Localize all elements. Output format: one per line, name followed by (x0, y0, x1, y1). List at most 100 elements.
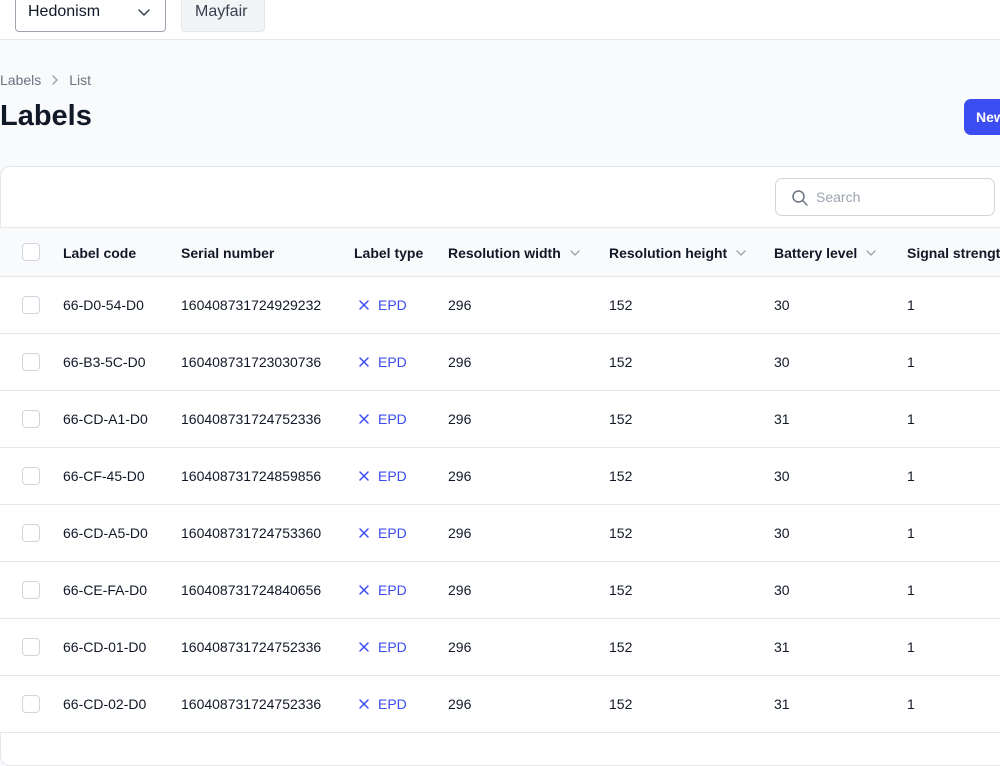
cell-resolution-width: 296 (448, 411, 472, 427)
row-checkbox[interactable] (22, 581, 40, 599)
cell-battery-level: 30 (774, 468, 790, 484)
table-row[interactable]: 66-CD-02-D0 160408731724752336 EPD 296 152 31… (0, 676, 1000, 733)
label-type-text: EPD (378, 297, 407, 313)
column-header-label-code[interactable]: Label code (63, 245, 136, 261)
cell-serial-number: 160408731723030736 (181, 354, 322, 370)
label-type-text: EPD (378, 354, 407, 370)
cell-signal-strength: 1 (907, 582, 915, 598)
organization-select-value: Hedonism (28, 3, 101, 20)
cell-label-type: EPD (358, 582, 407, 598)
search-box[interactable] (775, 178, 995, 216)
cell-serial-number: 160408731724752336 (181, 639, 322, 655)
column-header-battery-level[interactable]: Battery level (774, 245, 877, 261)
column-header-resolution-width[interactable]: Resolution width (448, 245, 581, 261)
label-type-text: EPD (378, 696, 407, 712)
cell-signal-strength: 1 (907, 354, 915, 370)
cell-label-type: EPD (358, 354, 407, 370)
cell-resolution-height: 152 (609, 639, 633, 655)
cell-label-code: 66-CD-A1-D0 (63, 411, 148, 427)
cell-battery-level: 30 (774, 354, 790, 370)
cell-serial-number: 160408731724929232 (181, 297, 322, 313)
breadcrumb-current: List (69, 72, 92, 88)
table-row[interactable]: 66-CD-01-D0 160408731724752336 EPD 296 152 31… (0, 619, 1000, 676)
cell-resolution-height: 152 (609, 696, 633, 712)
row-checkbox[interactable] (22, 467, 40, 485)
cell-resolution-width: 296 (448, 354, 472, 370)
cell-resolution-height: 152 (609, 525, 633, 541)
cell-serial-number: 160408731724752336 (181, 696, 322, 712)
cell-signal-strength: 1 (907, 297, 915, 313)
column-header-label: Signal strength (907, 245, 1000, 261)
cell-resolution-width: 296 (448, 582, 472, 598)
cell-resolution-width: 296 (448, 696, 472, 712)
cell-battery-level: 31 (774, 696, 790, 712)
table-row[interactable]: 66-CE-FA-D0 160408731724840656 EPD 296 152 30… (0, 562, 1000, 619)
cell-label-code: 66-CD-02-D0 (63, 696, 147, 712)
table-header: Label code Serial number Label type Reso… (0, 227, 1000, 277)
sort-chevron-down-icon[interactable] (865, 247, 877, 259)
cell-signal-strength: 1 (907, 411, 915, 427)
table-row[interactable]: 66-CF-45-D0 160408731724859856 EPD 296 152 30… (0, 448, 1000, 505)
chevron-right-icon (52, 75, 58, 85)
cell-label-code: 66-CD-01-D0 (63, 639, 147, 655)
table-row[interactable]: 66-D0-54-D0 160408731724929232 EPD 296 152 30… (0, 277, 1000, 334)
x-icon (359, 471, 369, 481)
x-icon (359, 642, 369, 652)
row-checkbox[interactable] (22, 524, 40, 542)
row-checkbox[interactable] (22, 296, 40, 314)
column-header-signal-strength[interactable]: Signal strength (907, 245, 1000, 261)
cell-resolution-height: 152 (609, 411, 633, 427)
cell-resolution-height: 152 (609, 582, 633, 598)
new-label-button[interactable]: New (964, 99, 1000, 135)
label-type-text: EPD (378, 468, 407, 484)
cell-battery-level: 31 (774, 639, 790, 655)
table-row[interactable]: 66-CD-A1-D0 160408731724752336 EPD 296 152 31… (0, 391, 1000, 448)
cell-resolution-width: 296 (448, 525, 472, 541)
sort-chevron-down-icon[interactable] (569, 247, 581, 259)
cell-signal-strength: 1 (907, 696, 915, 712)
cell-serial-number: 160408731724859856 (181, 468, 322, 484)
top-bar: Hedonism Mayfair (0, 0, 1000, 40)
row-checkbox[interactable] (22, 638, 40, 656)
cell-label-type: EPD (358, 297, 407, 313)
cell-serial-number: 160408731724752336 (181, 411, 322, 427)
cell-resolution-width: 296 (448, 639, 472, 655)
organization-select[interactable]: Hedonism (15, 0, 166, 32)
location-chip[interactable]: Mayfair (181, 0, 265, 32)
column-header-label: Serial number (181, 245, 275, 261)
table-row[interactable]: 66-B3-5C-D0 160408731723030736 EPD 296 152 30… (0, 334, 1000, 391)
cell-label-type: EPD (358, 639, 407, 655)
label-type-text: EPD (378, 582, 407, 598)
table-row[interactable]: 66-CD-A5-D0 160408731724753360 EPD 296 152 30… (0, 505, 1000, 562)
x-icon (359, 528, 369, 538)
cell-label-code: 66-CE-FA-D0 (63, 582, 148, 598)
sort-chevron-down-icon[interactable] (735, 247, 747, 259)
page-title: Labels (0, 100, 92, 132)
location-chip-label: Mayfair (195, 3, 248, 20)
label-type-text: EPD (378, 411, 407, 427)
cell-label-code: 66-D0-54-D0 (63, 297, 144, 313)
x-icon (359, 300, 369, 310)
search-icon (792, 190, 808, 206)
select-all-checkbox[interactable] (22, 243, 40, 261)
cell-label-type: EPD (358, 411, 407, 427)
cell-signal-strength: 1 (907, 639, 915, 655)
breadcrumb-link-labels[interactable]: Labels (0, 72, 42, 88)
cell-label-type: EPD (358, 468, 407, 484)
cell-battery-level: 30 (774, 525, 790, 541)
row-checkbox[interactable] (22, 695, 40, 713)
search-input[interactable] (816, 187, 986, 207)
column-header-label-type[interactable]: Label type (354, 245, 423, 261)
column-header-serial-number[interactable]: Serial number (181, 245, 274, 261)
row-checkbox[interactable] (22, 410, 40, 428)
cell-battery-level: 30 (774, 582, 790, 598)
cell-signal-strength: 1 (907, 468, 915, 484)
column-header-resolution-height[interactable]: Resolution height (609, 245, 747, 261)
label-type-text: EPD (378, 639, 407, 655)
row-checkbox[interactable] (22, 353, 40, 371)
x-icon (359, 585, 369, 595)
cell-serial-number: 160408731724840656 (181, 582, 322, 598)
x-icon (359, 357, 369, 367)
column-header-label: Battery level (774, 245, 858, 261)
cell-label-code: 66-CF-45-D0 (63, 468, 145, 484)
